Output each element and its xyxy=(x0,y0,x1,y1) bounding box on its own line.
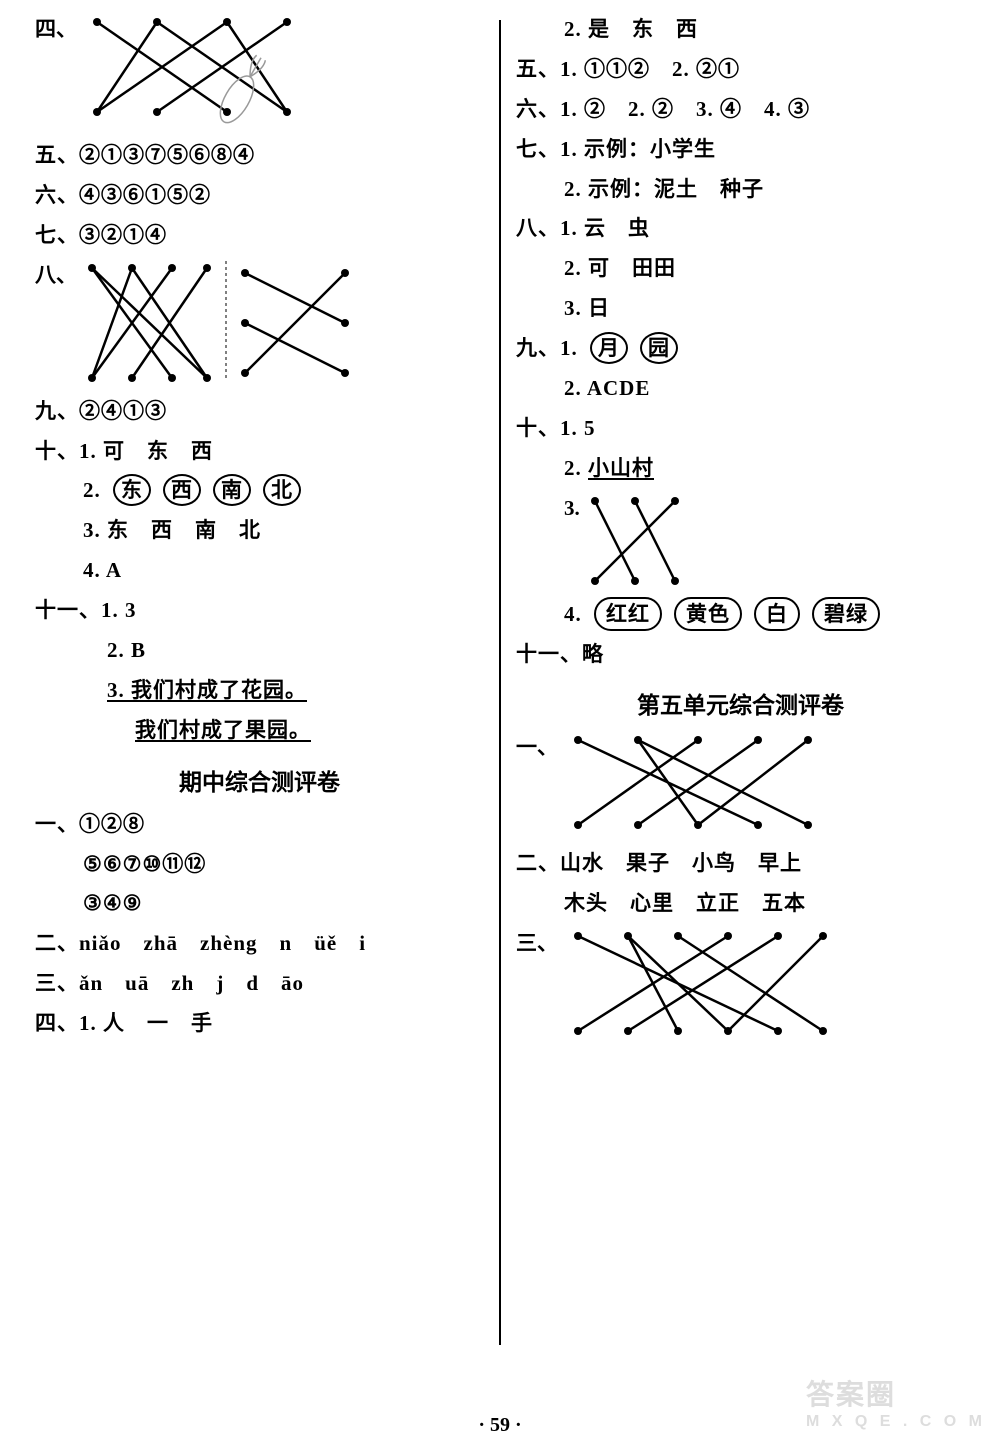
mid-exam-title: 期中综合测评卷 xyxy=(35,763,484,797)
q11-2: 2. B xyxy=(35,631,484,671)
mq1c: ③④⑨ xyxy=(35,884,484,924)
q10-1: 十、1. 可 东 西 xyxy=(35,432,484,472)
u5q1-label: 一、 xyxy=(516,728,558,768)
left-column: 四、 五、②①③⑦⑤⑥⑧④ 六、④③⑥①⑤② 七、③②①④ 八、 九、②④①③ … xyxy=(20,10,499,1405)
q8-diagram-b xyxy=(235,258,355,388)
mq2: 二、niǎo zhā zhèng n üě i xyxy=(35,924,484,964)
u5q3-label: 三、 xyxy=(516,924,558,964)
circled-answer: 园 xyxy=(640,332,678,364)
q6: 六、④③⑥①⑤② xyxy=(35,176,484,216)
q4-label: 四、 xyxy=(35,10,77,50)
u5q3-diagram xyxy=(558,926,838,1046)
q4-row: 四、 xyxy=(35,10,484,136)
q8-divider xyxy=(223,256,229,386)
rq6: 六、1. ② 2. ② 3. ④ 4. ③ xyxy=(516,90,965,130)
circled-answer: 月 xyxy=(590,332,628,364)
rq10-2: 2. 小山村 xyxy=(516,449,965,489)
rq8-1: 八、1. 云 虫 xyxy=(516,209,965,249)
rq10-3-row: 3. xyxy=(516,489,965,595)
rq10-3-label: 3. xyxy=(564,489,580,529)
q5: 五、②①③⑦⑤⑥⑧④ xyxy=(35,136,484,176)
rq8-2: 2. 可 田田 xyxy=(516,249,965,289)
circled-answer: 北 xyxy=(263,474,301,506)
circled-answer: 南 xyxy=(213,474,251,506)
rq10-4-prefix: 4. xyxy=(564,602,582,626)
q10-3: 3. 东 西 南 北 xyxy=(35,511,484,551)
q8-row: 八、 xyxy=(35,256,484,392)
rq11: 十一、略 xyxy=(516,635,965,675)
rq10-4: 4. 红红黄色白碧绿 xyxy=(516,595,965,635)
q9: 九、②④①③ xyxy=(35,392,484,432)
mq1b: ⑤⑥⑦⑩⑪⑫ xyxy=(35,845,484,885)
q10-4: 4. A xyxy=(35,551,484,591)
rq4-2: 2. 是 东 西 xyxy=(516,10,965,50)
rq9-2: 2. ACDE xyxy=(516,369,965,409)
q7: 七、③②①④ xyxy=(35,216,484,256)
u5q1-diagram xyxy=(558,730,818,840)
circled-answer: 黄色 xyxy=(674,597,742,631)
rq9-prefix: 九、1. xyxy=(516,336,578,360)
q11-1: 十一、1. 3 xyxy=(35,591,484,631)
circled-answer: 西 xyxy=(163,474,201,506)
q8-diagram-a xyxy=(77,258,217,388)
u5q2a: 二、山水 果子 小鸟 早上 xyxy=(516,844,965,884)
rq8-3: 3. 日 xyxy=(516,289,965,329)
q10-2: 2. 东西南北 xyxy=(35,471,484,511)
u5q3-row: 三、 xyxy=(516,924,965,1050)
rq9-1: 九、1. 月园 xyxy=(516,329,965,369)
rq5: 五、1. ①①② 2. ②① xyxy=(516,50,965,90)
circled-answer: 红红 xyxy=(594,597,662,631)
mq1a: 一、①②⑧ xyxy=(35,805,484,845)
u5q2b: 木头 心里 立正 五本 xyxy=(516,884,965,924)
u5q1-row: 一、 xyxy=(516,728,965,844)
rq7-1: 七、1. 示例：小学生 xyxy=(516,130,965,170)
circled-answer: 碧绿 xyxy=(812,597,880,631)
watermark: 答案圈 M X Q E . C O M xyxy=(806,1373,986,1431)
unit5-title: 第五单元综合测评卷 xyxy=(516,686,965,720)
q11-3a: 3. 我们村成了花园。 xyxy=(35,671,484,711)
circled-answer: 东 xyxy=(113,474,151,506)
rq7-2: 2. 示例：泥土 种子 xyxy=(516,170,965,210)
right-column: 2. 是 东 西 五、1. ①①② 2. ②① 六、1. ② 2. ② 3. ④… xyxy=(501,10,980,1405)
circled-answer: 白 xyxy=(754,597,800,631)
q8-label: 八、 xyxy=(35,256,77,296)
rq10-3-diagram xyxy=(580,491,690,591)
rq10-1: 十、1. 5 xyxy=(516,409,965,449)
q10-2-prefix: 2. xyxy=(83,478,101,502)
q4-diagram xyxy=(77,12,297,132)
mq3: 三、ǎn uā zh j d āo xyxy=(35,964,484,1004)
mq4: 四、1. 人 一 手 xyxy=(35,1004,484,1044)
q11-3b: 我们村成了果园。 xyxy=(35,711,484,751)
